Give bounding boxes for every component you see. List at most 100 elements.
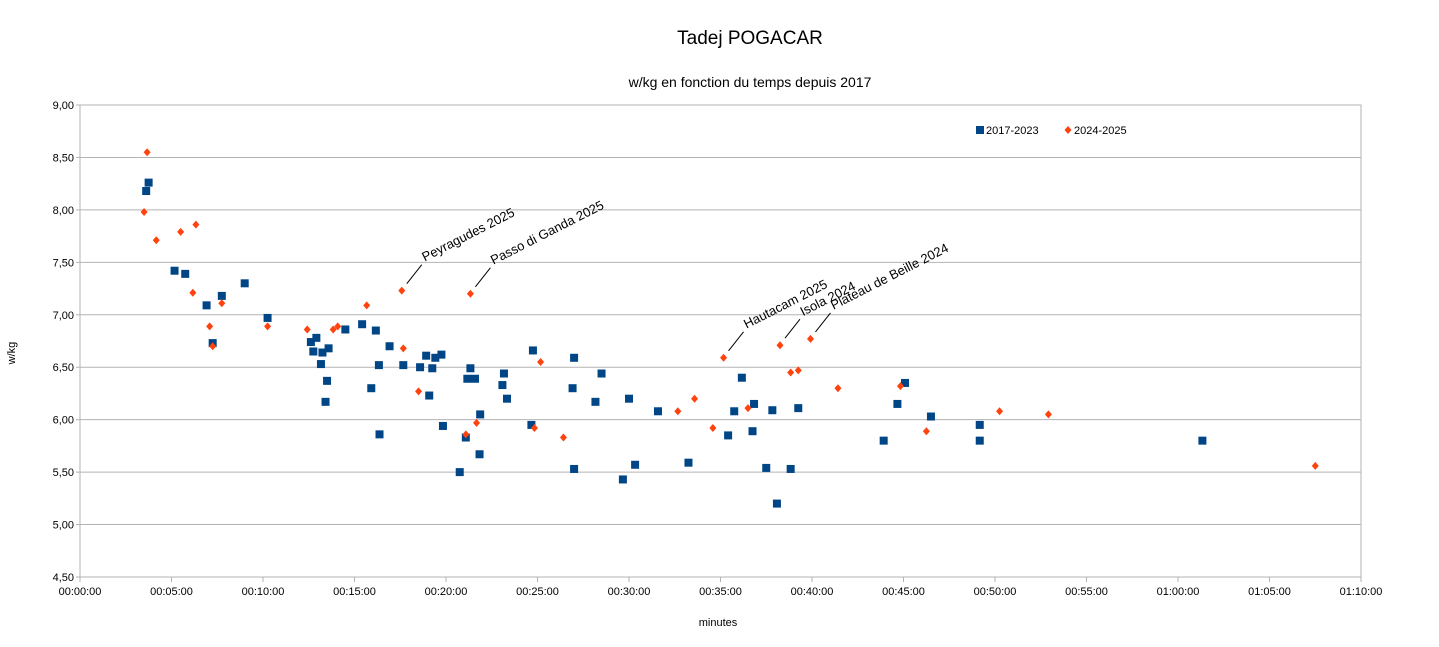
x-tick-label: 00:10:00 — [242, 586, 285, 598]
data-point — [762, 463, 771, 472]
x-tick-label: 00:00:00 — [59, 586, 102, 598]
data-point — [901, 378, 910, 387]
data-point — [170, 266, 179, 275]
data-point — [530, 424, 538, 433]
y-tick-label: 4,50 — [53, 572, 74, 584]
data-point — [975, 436, 984, 445]
data-point — [744, 404, 752, 413]
data-point — [385, 342, 394, 351]
data-point — [975, 420, 984, 429]
x-tick-label: 00:55:00 — [1065, 586, 1108, 598]
y-tick-label: 8,00 — [53, 205, 74, 217]
legend-marker — [976, 126, 984, 134]
y-tick-label: 5,00 — [53, 520, 74, 532]
annotation-leader-line — [784, 318, 801, 339]
x-tick-label: 00:25:00 — [516, 586, 559, 598]
data-point — [374, 361, 383, 370]
data-point — [303, 325, 311, 334]
annotation-label: Plateau de Beille 2024 — [828, 240, 951, 312]
data-point — [371, 326, 380, 335]
series-2024-2025 — [140, 148, 1319, 470]
data-point — [499, 369, 508, 378]
chart-subtitle: w/kg en fonction du temps depuis 2017 — [628, 74, 872, 90]
data-point — [475, 450, 484, 459]
data-point — [1311, 461, 1319, 470]
y-tick-label: 6,00 — [53, 415, 74, 427]
x-tick-label: 00:35:00 — [699, 586, 742, 598]
data-point — [674, 407, 682, 416]
x-tick-label: 00:20:00 — [425, 586, 468, 598]
plot-area — [79, 104, 1362, 578]
data-point — [466, 364, 475, 373]
data-point — [431, 353, 440, 362]
data-point — [768, 406, 777, 415]
data-point — [806, 334, 814, 343]
data-point — [631, 460, 640, 469]
data-point — [926, 412, 935, 421]
data-point — [177, 227, 185, 236]
data-point — [437, 350, 446, 359]
data-point — [473, 418, 480, 427]
data-point — [794, 366, 802, 375]
data-point — [1044, 410, 1052, 419]
data-point — [309, 347, 318, 356]
data-point — [142, 187, 151, 196]
data-point — [425, 391, 434, 400]
data-point — [691, 394, 699, 403]
data-point — [329, 325, 337, 334]
data-point — [415, 387, 423, 396]
data-point — [206, 322, 214, 331]
y-tick-label: 5,50 — [53, 467, 74, 479]
data-point — [334, 322, 342, 331]
data-point — [217, 291, 226, 300]
data-point — [724, 431, 733, 440]
data-point — [709, 424, 717, 433]
data-point — [996, 407, 1004, 416]
gridlines — [80, 104, 1361, 578]
data-point — [323, 376, 332, 385]
data-point — [312, 333, 321, 342]
data-point — [750, 399, 759, 408]
data-point — [398, 286, 406, 295]
annotation-leader-line — [728, 331, 744, 352]
x-axis-label: minutes — [699, 617, 738, 629]
data-point — [922, 427, 930, 436]
x-tick-label: 00:50:00 — [974, 586, 1017, 598]
annotation-leader-line — [475, 267, 491, 288]
data-point — [684, 458, 693, 467]
data-point — [367, 384, 376, 393]
data-point — [625, 394, 633, 403]
data-point — [144, 178, 153, 187]
data-point — [720, 353, 728, 362]
y-tick-label: 8,50 — [53, 152, 74, 164]
data-point — [834, 384, 842, 393]
x-tick-label: 00:45:00 — [882, 586, 925, 598]
data-point — [893, 399, 902, 408]
data-point — [140, 207, 148, 216]
data-point — [181, 269, 190, 278]
y-tick-label: 7,50 — [53, 257, 74, 269]
annotation-leader-line — [815, 312, 831, 333]
data-point — [787, 368, 795, 377]
x-tick-label: 01:00:00 — [1157, 586, 1200, 598]
data-point — [772, 499, 781, 508]
data-point — [202, 301, 211, 310]
data-point — [192, 220, 200, 229]
x-tick-label: 00:40:00 — [791, 586, 834, 598]
data-point — [570, 353, 579, 362]
x-tick-label: 00:15:00 — [333, 586, 376, 598]
data-point — [463, 374, 472, 383]
data-point — [399, 344, 407, 353]
legend-label: 2024-2025 — [1074, 125, 1127, 137]
x-tick-label: 00:30:00 — [608, 586, 651, 598]
data-point — [591, 397, 600, 406]
data-point — [416, 363, 425, 372]
data-point — [503, 394, 511, 403]
y-tick-label: 7,00 — [53, 310, 74, 322]
y-tick-label: 9,00 — [53, 100, 74, 112]
data-point — [528, 346, 537, 355]
legend-marker — [1064, 126, 1072, 134]
data-point — [1198, 436, 1207, 445]
data-point — [776, 341, 784, 350]
